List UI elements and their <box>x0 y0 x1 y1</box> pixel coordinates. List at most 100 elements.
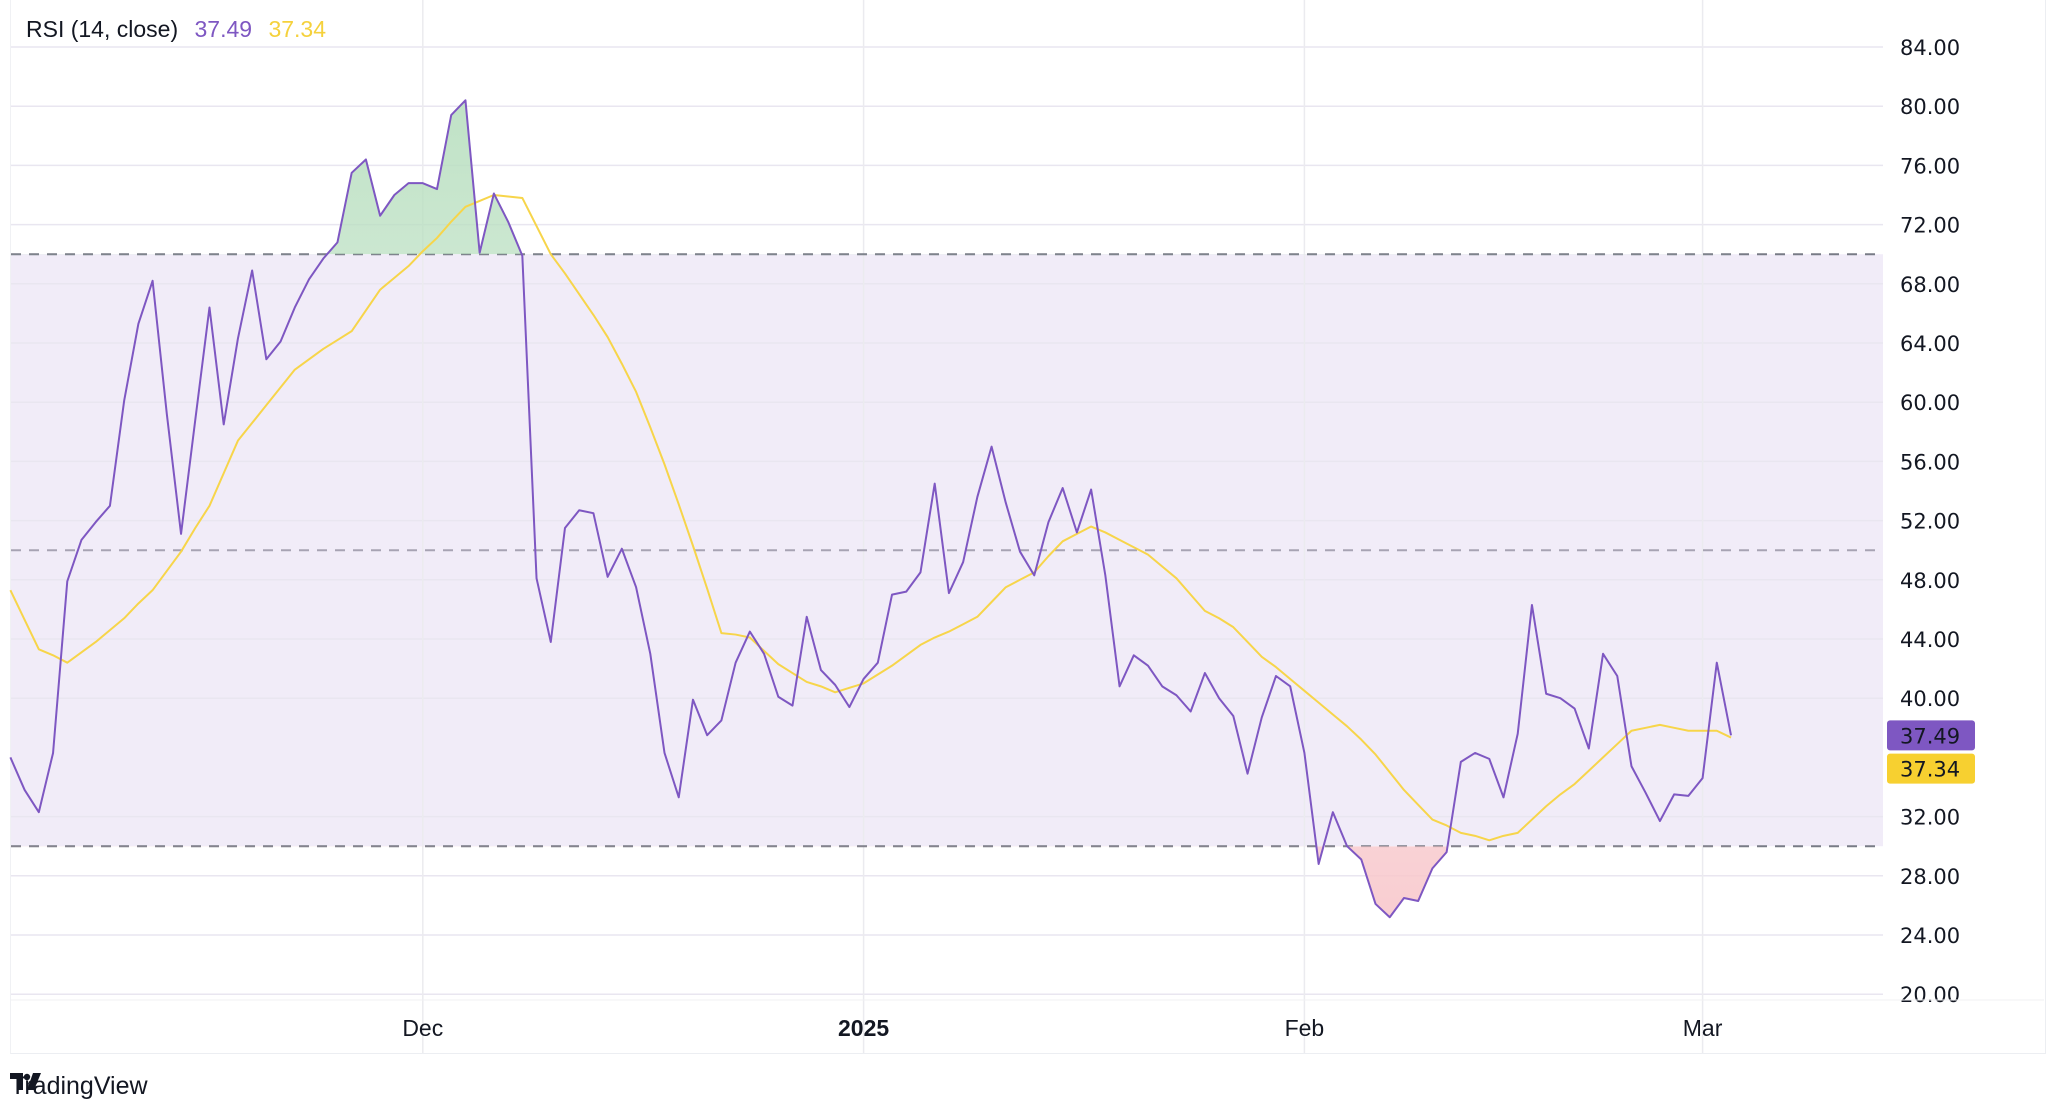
rsi-point <box>1190 711 1192 713</box>
rsi-ma-point <box>379 289 381 291</box>
rsi-point <box>905 591 907 593</box>
rsi-ma-point <box>1645 727 1647 729</box>
rsi-point <box>194 419 196 421</box>
rsi-chart[interactable]: 84.00 80.00 76.00 72.00 68.00 64.00 60.00 56.00… <box>0 0 2048 1060</box>
rsi-ma-point <box>308 358 310 360</box>
rsi-point <box>1503 796 1505 798</box>
y-tick-label: 28.00 <box>1900 865 1960 889</box>
rsi-point <box>1232 715 1234 717</box>
rsi-ma-point <box>649 426 651 428</box>
rsi-point <box>550 641 552 643</box>
rsi-ma-point <box>1716 730 1718 732</box>
rsi-point <box>649 653 651 655</box>
rsi-ma-point <box>393 277 395 279</box>
rsi-ma-point <box>1417 804 1419 806</box>
rsi-point <box>1204 672 1206 674</box>
rsi-ma-point <box>863 682 865 684</box>
rsi-point <box>237 338 239 340</box>
rsi-ma-point <box>550 253 552 255</box>
rsi-point <box>208 306 210 308</box>
rsi-ma-point <box>948 631 950 633</box>
rsi-ma-point <box>976 616 978 618</box>
chart-pane[interactable] <box>10 0 2046 1054</box>
rsi-ma-point <box>706 588 708 590</box>
rsi-point <box>1574 708 1576 710</box>
rsi-ma-point <box>1346 725 1348 727</box>
rsi-point <box>1588 748 1590 750</box>
rsi-point <box>1318 863 1320 865</box>
rsi-point <box>564 527 566 529</box>
rsi-point <box>1218 697 1220 699</box>
rsi-point <box>863 678 865 680</box>
rsi-ma-point <box>38 648 40 650</box>
rsi-point <box>1261 716 1263 718</box>
rsi-ma-point <box>848 687 850 689</box>
rsi-last-value-badge-label: 37.49 <box>1900 724 1960 748</box>
rsi-ma-point <box>1318 702 1320 704</box>
rsi-ma-point <box>1474 835 1476 837</box>
rsi-ma-point <box>635 391 637 393</box>
rsi-point <box>792 705 794 707</box>
rsi-ma-point <box>365 309 367 311</box>
rsi-ma-point <box>536 225 538 227</box>
rsi-ma-point <box>1375 753 1377 755</box>
x-tick-label: Dec <box>402 1015 443 1041</box>
rsi-ma-last-value-badge <box>1887 753 1975 784</box>
rsi-point <box>1360 859 1362 861</box>
rsi-point <box>109 505 111 507</box>
rsi-point <box>1446 851 1448 853</box>
rsi-point <box>436 188 438 190</box>
rsi-ma-point <box>1204 610 1206 612</box>
rsi-point <box>1303 752 1305 754</box>
rsi-ma-point <box>1488 839 1490 841</box>
rsi-point <box>66 580 68 582</box>
rsi-point <box>1616 675 1618 677</box>
indicator-legend[interactable]: RSI (14, close) 37.49 37.34 <box>26 16 336 43</box>
rsi-point <box>706 734 708 736</box>
rsi-point <box>1389 916 1391 918</box>
rsi-ma-point <box>1076 533 1078 535</box>
tradingview-brand[interactable]: TradingView <box>10 1072 148 1101</box>
rsi-point <box>1047 521 1049 523</box>
rsi-ma-point <box>322 348 324 350</box>
rsi-point <box>692 699 694 701</box>
rsi-point <box>820 669 822 671</box>
rsi-point <box>1431 867 1433 869</box>
rsi-ma-last-value-badge-label: 37.34 <box>1900 758 1960 782</box>
rsi-point <box>1175 694 1177 696</box>
rsi-point <box>1019 551 1021 553</box>
rsi-point <box>1005 502 1007 504</box>
rsi-point <box>1104 574 1106 576</box>
rsi-ma-point <box>436 237 438 239</box>
rsi-point <box>38 811 40 813</box>
rsi-ma-point <box>991 601 993 603</box>
rsi-ma-point <box>1218 617 1220 619</box>
rsi-ma-point <box>607 336 609 338</box>
rsi-point <box>308 278 310 280</box>
y-tick-label: 44.00 <box>1900 628 1960 652</box>
y-tick-label: 52.00 <box>1900 510 1960 534</box>
rsi-ma-point <box>1630 730 1632 732</box>
rsi-ma-point <box>1261 656 1263 658</box>
y-tick-label: 20.00 <box>1900 983 1960 1007</box>
rsi-point <box>265 358 267 360</box>
rsi-point <box>1687 795 1689 797</box>
rsi-point <box>1332 811 1334 813</box>
rsi-ma-point <box>408 265 410 267</box>
rsi-ma-point <box>905 654 907 656</box>
rsi-point <box>919 571 921 573</box>
rsi-point <box>223 423 225 425</box>
rsi-ma-point <box>194 527 196 529</box>
rsi-point <box>1289 685 1291 687</box>
rsi-ma-point <box>1531 819 1533 821</box>
rsi-point <box>95 521 97 523</box>
rsi-point <box>422 182 424 184</box>
rsi-point <box>1133 654 1135 656</box>
rsi-ma-point <box>792 672 794 674</box>
x-tick-label: Mar <box>1683 1015 1723 1041</box>
rsi-point <box>1545 693 1547 695</box>
rsi-ma-point <box>1446 824 1448 826</box>
rsi-point <box>1417 900 1419 902</box>
rsi-last-value-badge <box>1887 720 1975 751</box>
rsi-point <box>24 789 26 791</box>
